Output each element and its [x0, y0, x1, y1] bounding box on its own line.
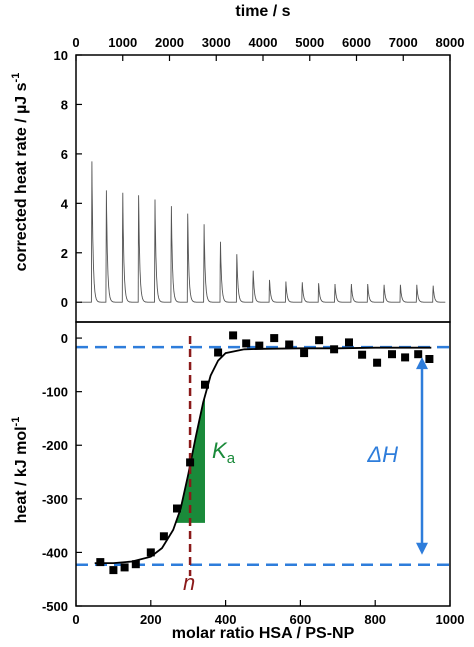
data-point [159, 532, 168, 541]
delta-h-arrow-head-down [416, 542, 428, 555]
bottom-panel-frame [75, 321, 451, 607]
top-x-axis-title: time / s [235, 3, 290, 20]
bottom-x-tick-label: 600 [290, 612, 312, 627]
ka-shaded-area [175, 384, 205, 523]
data-point [270, 334, 279, 343]
bottom-x-tick-label: 1000 [436, 612, 465, 627]
data-point [373, 358, 382, 367]
bottom-x-ticks: 0 200 400 600 800 1000 [72, 600, 464, 627]
thermogram-trace [80, 161, 446, 303]
top-y-tick-label: 2 [61, 246, 68, 261]
data-point [109, 566, 118, 575]
top-plot-area [80, 161, 446, 303]
top-y-axis-title: corrected heat rate / µJ s-1 [10, 73, 30, 272]
data-point [214, 348, 223, 357]
data-point [330, 345, 339, 354]
top-x-tick-label: 5000 [295, 35, 324, 50]
top-x-tick-label: 8000 [436, 35, 465, 50]
top-y-axis-title-sup: -1 [10, 73, 22, 83]
top-x-tick-label: 2000 [155, 35, 184, 50]
bottom-y-tick-label: 0 [61, 331, 68, 346]
top-x-tick-label: 6000 [342, 35, 371, 50]
bottom-plot-area: ΔH Ka n [76, 331, 450, 595]
top-y-axis-title-main: corrected heat rate / µJ s [13, 82, 30, 271]
data-point [285, 340, 294, 349]
top-y-tick-label: 0 [61, 295, 68, 310]
data-point [255, 341, 264, 350]
bottom-x-tick-label: 200 [140, 612, 162, 627]
data-point [414, 350, 423, 359]
data-point [146, 548, 155, 557]
data-point [131, 560, 140, 569]
data-point [358, 350, 367, 359]
bottom-x-axis-title: molar ratio HSA / PS-NP [172, 625, 355, 642]
top-y-tick-label: 6 [61, 147, 68, 162]
data-point [425, 355, 434, 363]
bottom-y-tick-label: -100 [42, 385, 68, 400]
top-x-ticks: 0 1000 2000 3000 4000 5000 6000 7000 8000 [72, 35, 464, 61]
top-x-tick-label: 7000 [389, 35, 418, 50]
bottom-x-tick-label: 800 [364, 612, 386, 627]
top-y-tick-label: 10 [54, 48, 68, 63]
top-y-tick-label: 8 [61, 97, 68, 112]
top-y-tick-label: 4 [61, 196, 69, 211]
data-point [388, 350, 396, 359]
data-point [186, 458, 195, 467]
bottom-x-tick-label: 400 [215, 612, 237, 627]
delta-h-arrow-head-up [416, 357, 428, 370]
data-point [401, 353, 410, 362]
bottom-y-tick-label: -500 [42, 599, 68, 614]
top-panel: 0 1000 2000 3000 4000 5000 6000 7000 8000 0 2 4 6 8 1… [10, 3, 464, 323]
ka-label: Ka [212, 438, 236, 467]
bottom-y-axis-title: heat / kJ mol-1 [10, 417, 30, 524]
data-point [173, 504, 181, 513]
bottom-panel: ΔH Ka n 0 200 400 600 800 1000 0 -100 -200 -300 -40… [10, 321, 464, 642]
bottom-y-axis-title-sup: -1 [10, 417, 22, 427]
data-point [120, 563, 129, 572]
ka-label-main: K [212, 438, 228, 463]
data-point [201, 380, 209, 389]
data-point [315, 336, 324, 345]
top-x-tick-label: 4000 [249, 35, 278, 50]
top-y-ticks: 0 2 4 6 8 10 [54, 48, 82, 310]
data-point [229, 331, 238, 340]
bottom-x-tick-label: 0 [72, 612, 79, 627]
n-label: n [183, 570, 195, 595]
data-point [300, 349, 309, 358]
bottom-y-tick-label: -400 [42, 545, 68, 560]
data-point [242, 339, 251, 348]
data-point [96, 558, 105, 567]
top-x-tick-label: 0 [72, 35, 79, 50]
bottom-y-tick-label: -200 [42, 438, 68, 453]
top-x-tick-label: 3000 [202, 35, 231, 50]
bottom-y-tick-label: -300 [42, 492, 68, 507]
bottom-y-ticks: 0 -100 -200 -300 -400 -500 [42, 331, 82, 614]
data-point [345, 338, 353, 347]
top-panel-frame [75, 54, 451, 323]
delta-h-label: ΔH [366, 442, 398, 467]
bottom-y-axis-title-main: heat / kJ mol [13, 426, 30, 523]
ka-label-subscript: a [227, 450, 236, 467]
top-x-tick-label: 1000 [108, 35, 137, 50]
